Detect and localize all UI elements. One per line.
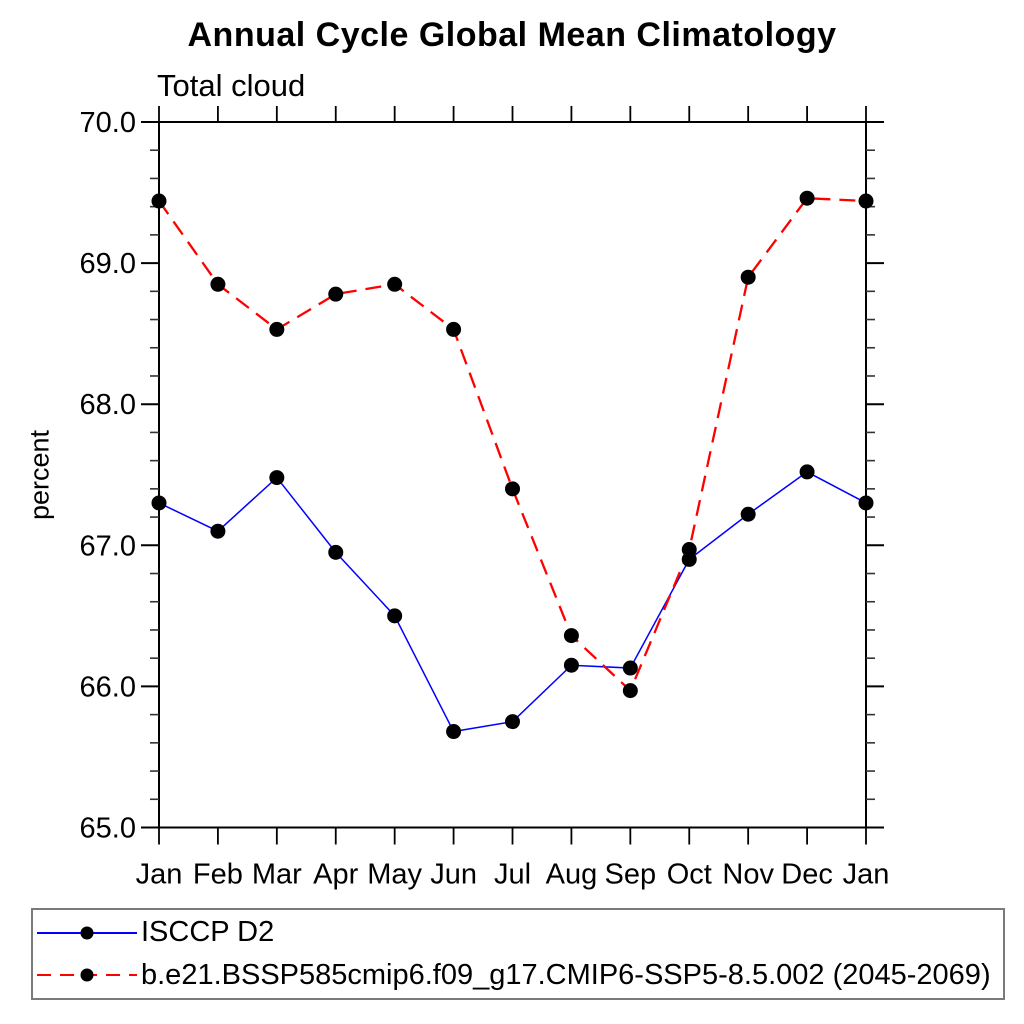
data-point-marker-series-0 [622, 660, 638, 676]
series-line-0 [158, 471, 867, 733]
legend-label-isccp: ISCCP D2 [141, 916, 275, 949]
data-point-marker-series-1 [740, 269, 756, 285]
x-tick-label: Dec [781, 859, 833, 891]
data-point-marker-series-0 [210, 523, 226, 539]
data-point-marker-series-1 [681, 542, 697, 558]
x-tick-label: Aug [546, 859, 598, 891]
data-point-marker-series-1 [799, 190, 815, 206]
x-tick-label: Nov [722, 859, 774, 891]
legend-marker-dot [80, 926, 94, 940]
y-tick-label: 70.0 [80, 107, 136, 139]
data-point-marker-series-0 [446, 724, 462, 740]
x-tick-label: Apr [313, 859, 358, 891]
y-tick-label: 68.0 [80, 389, 136, 421]
data-point-marker-series-0 [269, 470, 285, 486]
data-point-marker-series-0 [799, 464, 815, 480]
data-point-marker-series-1 [505, 481, 520, 497]
chart-subtitle: Total cloud [157, 68, 306, 103]
data-point-marker-series-0 [563, 657, 579, 673]
data-point-marker-series-0 [151, 495, 167, 511]
legend-label-model: b.e21.BSSP585cmip6.f09_g17.CMIP6-SSP5-8.… [141, 958, 991, 991]
data-point-marker-series-1 [151, 193, 167, 209]
legend: ISCCP D2 b.e21.BSSP585cmip6.f09_g17.CMIP… [31, 908, 1005, 1000]
x-tick-label: Sep [605, 859, 657, 891]
x-tick-label: Mar [252, 859, 302, 891]
data-point-marker-series-1 [328, 286, 344, 302]
x-tick-label: Jan [843, 859, 890, 891]
data-point-marker-series-1 [210, 276, 226, 292]
data-point-marker-series-1 [269, 321, 285, 337]
data-point-marker-series-1 [622, 683, 638, 699]
x-tick-label: Jun [430, 859, 477, 891]
chart-title: Annual Cycle Global Mean Climatology [187, 16, 837, 54]
data-point-marker-series-0 [505, 714, 520, 730]
data-point-marker-series-0 [740, 506, 756, 522]
y-tick-label: 66.0 [80, 671, 136, 703]
data-point-marker-series-1 [563, 628, 579, 644]
data-point-marker-series-1 [446, 321, 462, 337]
data-point-marker-series-1 [858, 193, 874, 209]
x-tick-label: Jan [136, 859, 183, 891]
series-line-1 [158, 197, 867, 693]
x-tick-label: Oct [667, 859, 712, 891]
x-tick-label: Jul [494, 859, 531, 891]
y-tick-label: 67.0 [80, 530, 136, 562]
x-tick-label: Feb [193, 859, 243, 891]
data-point-marker-series-0 [328, 544, 344, 560]
data-point-marker-series-0 [858, 495, 874, 511]
legend-row-isccp: ISCCP D2 [37, 913, 1003, 953]
x-tick-label: May [367, 859, 422, 891]
legend-swatch-dashed-line [37, 968, 137, 982]
y-tick-label: 65.0 [80, 813, 136, 845]
legend-marker-dot [80, 968, 94, 982]
data-point-marker-series-1 [387, 276, 403, 292]
y-tick-label: 69.0 [80, 248, 136, 280]
legend-row-model: b.e21.BSSP585cmip6.f09_g17.CMIP6-SSP5-8.… [37, 955, 1003, 995]
data-point-marker-series-0 [387, 608, 403, 624]
legend-swatch-solid-line [37, 926, 137, 940]
